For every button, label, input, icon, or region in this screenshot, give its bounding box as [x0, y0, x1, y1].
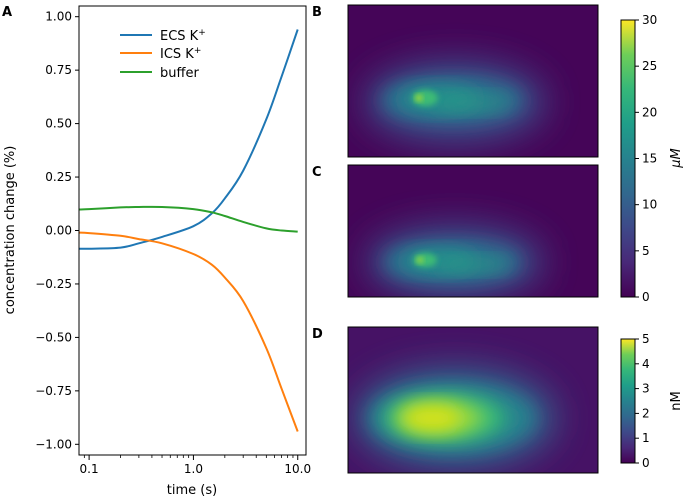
line-chart: 1.00 0.75 0.50 0.25 0.00 −0.25 −0.50 −0.75 −1.00…	[3, 5, 311, 498]
y-tick-label: 0.50	[45, 117, 72, 131]
y-tick-label: −0.50	[35, 330, 72, 344]
y-axis-label: concentration change (%)	[3, 146, 18, 315]
colorbar-um-label: μM	[669, 148, 684, 169]
colorbar-tick-label: 20	[642, 105, 657, 119]
y-tick-label: 0.00	[45, 224, 72, 238]
colorbar-nm: 0 1 2 3 4 5 nM	[620, 332, 684, 470]
x-tick-label: 0.1	[80, 462, 99, 476]
panel-label-a: A	[2, 5, 12, 20]
colorbar-tick-label: 1	[642, 431, 650, 445]
legend-label-ics: ICS K+	[160, 46, 201, 62]
y-tick-label: −0.75	[35, 384, 72, 398]
x-tick-label: 1.0	[184, 462, 203, 476]
colorbar-tick-label: 30	[642, 13, 657, 27]
legend-label-ecs: ECS K+	[160, 28, 206, 44]
series-lines	[78, 29, 299, 432]
colorbar-tick-label: 4	[642, 357, 650, 371]
colorbar-um: 0 5 10 15 20 25 30 μM	[620, 13, 684, 304]
colorbar-tick-label: 5	[642, 332, 650, 346]
y-tick-label: −0.25	[35, 277, 72, 291]
colorbar-nm-label: nM	[669, 391, 684, 410]
y-tick-label: 0.25	[45, 170, 72, 184]
colorbar-tick-label: 3	[642, 382, 650, 396]
panel-label-b: B	[312, 5, 322, 20]
colorbar-tick-label: 0	[642, 290, 650, 304]
colorbar-tick-label: 15	[642, 152, 657, 166]
plot-frame	[78, 5, 307, 456]
heatmap-b-frame	[347, 4, 599, 158]
colorbar-tick-label: 5	[642, 244, 650, 258]
y-tick-label: 0.75	[45, 63, 72, 77]
heatmap-d	[348, 327, 598, 473]
y-tick-label: −1.00	[35, 437, 72, 451]
x-axis-ticks: 0.1 1.0 10.0	[80, 455, 311, 476]
series-line-buffer	[78, 205, 298, 233]
colorbar-tick-label: 2	[642, 406, 650, 420]
colorbar-tick-label: 0	[642, 456, 650, 470]
panel-label-c: C	[312, 165, 322, 180]
x-tick-label: 10.0	[284, 462, 311, 476]
legend: ECS K+ ICS K+ buffer	[120, 28, 206, 81]
panel-label-d: D	[312, 327, 323, 342]
heatmap-c	[348, 165, 598, 297]
colorbar-nm-ticks: 0 1 2 3 4 5	[635, 332, 650, 470]
heatmap-c-frame	[347, 164, 599, 298]
y-axis-ticks: 1.00 0.75 0.50 0.25 0.00 −0.25 −0.50 −0.75 −1.00	[35, 10, 79, 451]
series-line-ecs-k	[78, 29, 299, 250]
x-axis-label: time (s)	[167, 483, 217, 498]
heatmap-d-frame	[347, 326, 599, 474]
legend-label-buffer: buffer	[160, 66, 199, 81]
series-line-ics-k	[78, 231, 299, 432]
colorbar-um-ticks: 0 5 10 15 20 25 30	[635, 13, 657, 304]
y-tick-label: 1.00	[45, 10, 72, 24]
colorbar-tick-label: 10	[642, 198, 657, 212]
colorbar-tick-label: 25	[642, 59, 657, 73]
heatmap-b	[348, 5, 598, 157]
